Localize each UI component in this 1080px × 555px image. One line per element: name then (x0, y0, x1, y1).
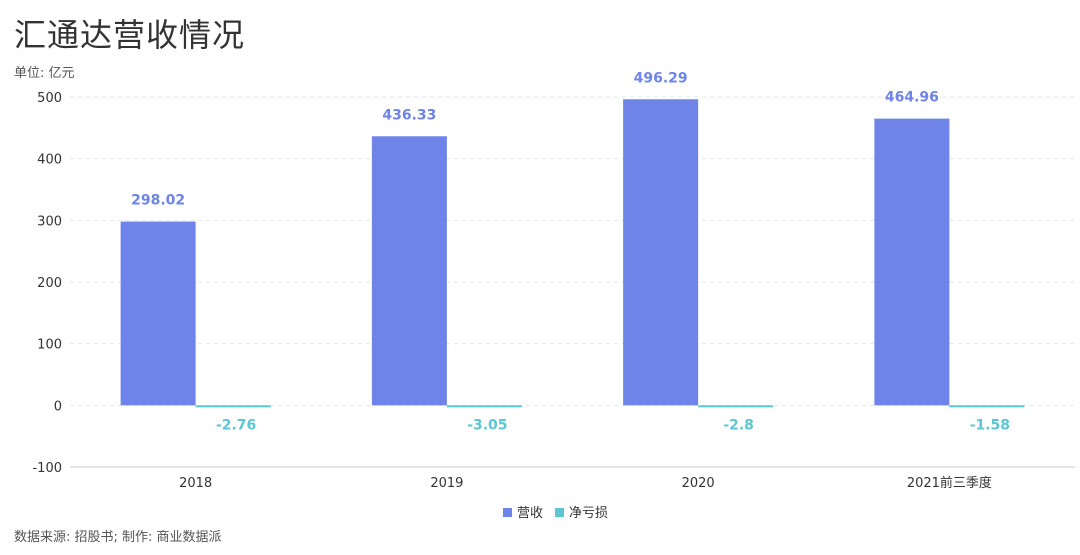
y-tick-label: 200 (37, 276, 62, 291)
x-tick-label: 2020 (682, 476, 715, 491)
y-tick-label: 300 (37, 214, 62, 229)
y-axis-ticks: 500 400 300 200 100 0 -100 (32, 91, 62, 476)
net-loss-data-label: -2.8 (723, 417, 754, 433)
x-tick-label: 2021前三季度 (907, 475, 992, 491)
legend-label: 营收 (517, 506, 543, 521)
net-loss-data-label: -3.05 (467, 417, 507, 433)
net-loss-bar (949, 405, 1025, 408)
x-tick-label: 2019 (430, 476, 463, 491)
source-note: 数据来源: 招股书; 制作: 商业数据派 (14, 530, 222, 545)
legend-swatch (503, 508, 512, 517)
legend: 营收 净亏损 (503, 506, 608, 521)
unit-label: 单位: 亿元 (14, 66, 75, 81)
revenue-data-label: 496.29 (634, 70, 688, 86)
bars (120, 99, 1025, 408)
y-tick-label: 100 (37, 338, 62, 353)
y-tick-label: -100 (32, 461, 62, 476)
y-tick-label: 400 (37, 153, 62, 168)
x-tick-label: 2018 (179, 476, 212, 491)
x-axis-ticks: 2018 2019 2020 2021前三季度 (179, 475, 992, 491)
revenue-bar (623, 99, 699, 406)
legend-swatch (555, 508, 564, 517)
revenue-bar (371, 136, 447, 406)
net-loss-data-label: -2.76 (216, 417, 256, 433)
gridlines (70, 96, 1075, 468)
revenue-bar (120, 221, 196, 406)
net-loss-data-label: -1.58 (970, 417, 1010, 433)
chart-title: 汇通达营收情况 (14, 16, 246, 54)
net-loss-bar (698, 405, 774, 408)
revenue-data-label: 298.02 (131, 193, 185, 209)
y-tick-label: 500 (37, 91, 62, 106)
revenue-bar (874, 118, 950, 406)
legend-label: 净亏损 (569, 506, 608, 521)
y-tick-label: 0 (54, 399, 62, 414)
revenue-data-label: 464.96 (885, 90, 939, 106)
net-loss-bar (446, 405, 522, 408)
revenue-data-label: 436.33 (382, 107, 436, 123)
data-labels: 298.02 -2.76 436.33 -3.05 496.29 -2.8 464.96 -1… (131, 70, 1010, 433)
net-loss-bar (195, 405, 271, 408)
